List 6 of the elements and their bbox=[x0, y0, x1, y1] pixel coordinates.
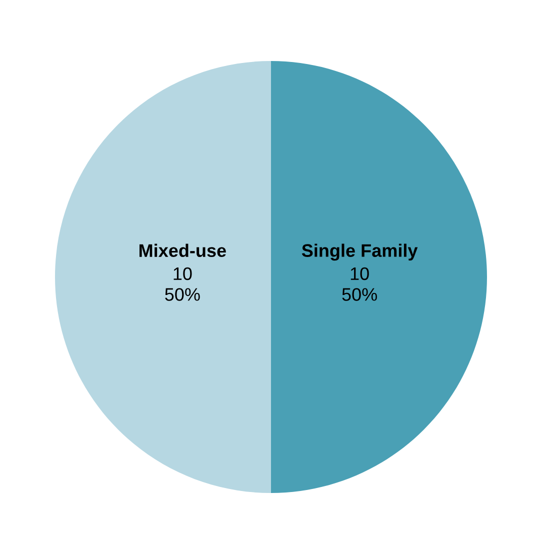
data-label: 10 50% bbox=[165, 267, 200, 301]
slice-label: Mixed-use bbox=[140, 244, 226, 258]
pie-slice bbox=[271, 61, 487, 493]
slice-label: Single Family bbox=[302, 244, 418, 261]
pie-slice bbox=[55, 61, 271, 493]
data-label: 10 50% bbox=[342, 267, 377, 301]
